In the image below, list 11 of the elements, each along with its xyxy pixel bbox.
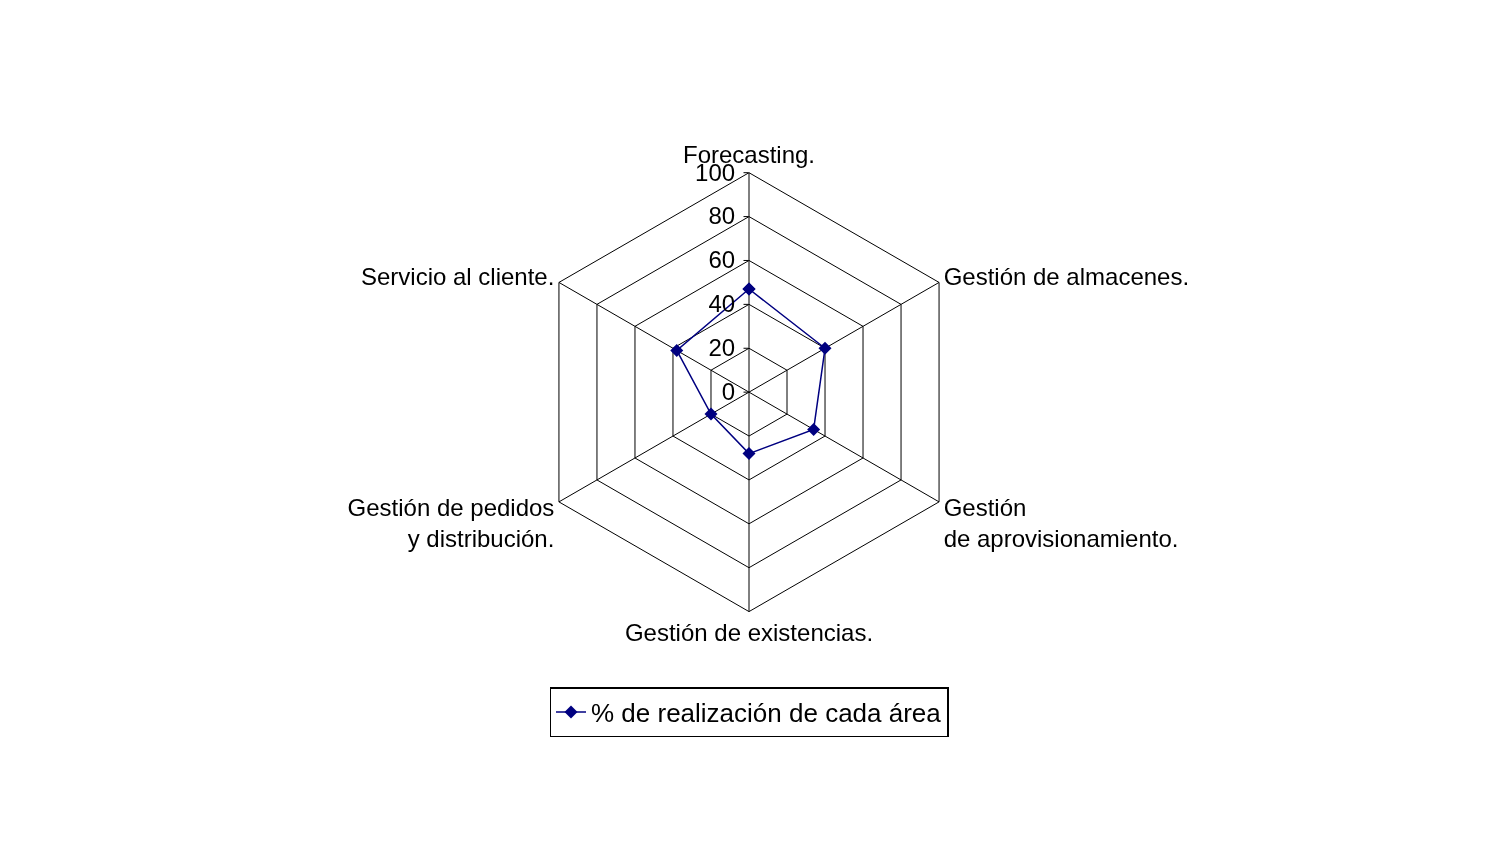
spoke-label: Gestión de pedidos y distribución. bbox=[347, 494, 555, 553]
spoke-label: Gestión de aprovisionamiento. bbox=[943, 494, 1179, 553]
y-tick-label: 80 bbox=[708, 202, 736, 230]
spoke-label: Gestión de existencias. bbox=[624, 618, 874, 646]
spoke-label: Servicio al cliente. bbox=[360, 262, 555, 290]
y-tick-label: 40 bbox=[708, 290, 736, 318]
y-tick-label: 20 bbox=[708, 334, 736, 362]
legend-label: % de realización de cada área bbox=[591, 698, 942, 729]
spoke-label: Gestión de almacenes. bbox=[943, 262, 1190, 290]
y-tick-label: 0 bbox=[721, 377, 736, 405]
y-tick-label: 60 bbox=[708, 246, 736, 274]
